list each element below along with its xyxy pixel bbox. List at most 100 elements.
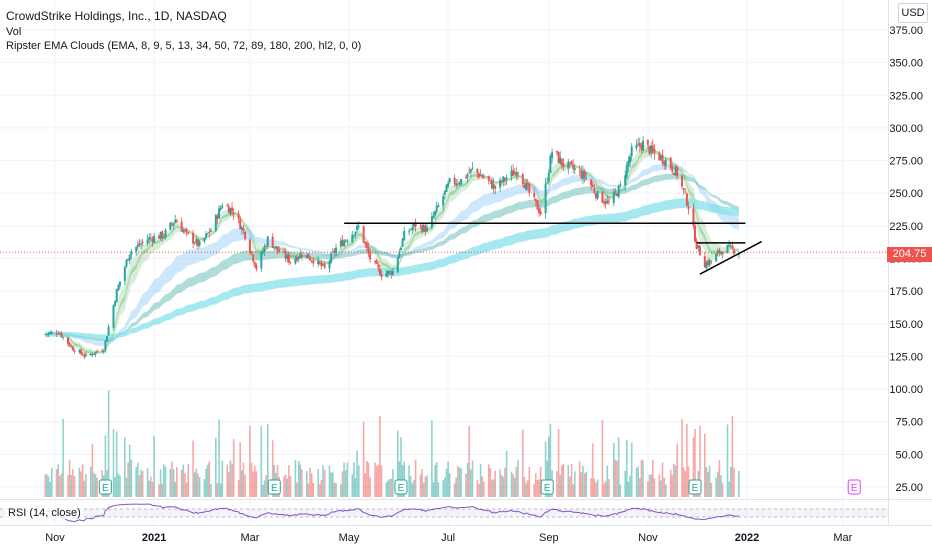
volume-bar (476, 479, 479, 497)
candle-body (562, 163, 565, 167)
candle (651, 139, 654, 155)
candle (478, 172, 480, 180)
candle-body (596, 191, 599, 199)
candle (465, 174, 467, 180)
candle-body (45, 334, 48, 335)
volume-bar (400, 437, 402, 497)
volume-bar (163, 464, 165, 497)
volume-bar (593, 478, 596, 497)
candle-body (648, 146, 651, 154)
candle-body (341, 239, 344, 246)
candle (335, 243, 337, 257)
candle-body (362, 226, 365, 243)
candle-body (630, 146, 633, 157)
candle-body (283, 251, 285, 253)
candle-body (136, 244, 139, 247)
volume-bar (562, 463, 565, 497)
candle (117, 283, 120, 291)
candle-body (164, 229, 167, 238)
volume-bar (215, 437, 217, 497)
volume-bar (89, 467, 92, 497)
candle-body (585, 177, 588, 179)
candle-body (171, 223, 173, 225)
candle-body (344, 240, 347, 242)
volume-bar (226, 464, 228, 497)
candle (674, 164, 677, 177)
candle-body (721, 253, 724, 255)
candle (265, 244, 268, 248)
volume-bar (731, 415, 734, 497)
candle (310, 259, 313, 264)
candle (612, 188, 615, 207)
candle (387, 270, 389, 278)
volume-bar (385, 482, 388, 497)
candle-body (403, 231, 406, 241)
y-tick-label: 300.00 (889, 123, 923, 135)
volume-bar (309, 467, 311, 497)
candle (114, 300, 117, 308)
y-tick-label: 25.00 (895, 482, 923, 494)
volume-bar (117, 473, 120, 497)
volume-bar (229, 460, 232, 497)
candle-body (616, 193, 618, 196)
volume-bar (652, 459, 654, 497)
volume-bar (195, 468, 198, 497)
candle-body (614, 191, 617, 192)
candle (721, 251, 724, 259)
candle-body (180, 221, 183, 232)
candle (232, 208, 235, 221)
volume-bar (124, 437, 126, 497)
candle (715, 252, 718, 262)
volume-bar (421, 469, 423, 497)
volume-bar (559, 474, 561, 497)
candle (68, 341, 71, 347)
candle (112, 304, 115, 330)
volume-bar (408, 465, 410, 497)
candle (468, 166, 471, 174)
candle-body (400, 247, 402, 250)
volume-bar (608, 479, 610, 497)
volume-bar (306, 471, 308, 497)
candle (244, 231, 247, 241)
volume-bar (730, 467, 732, 497)
candle (161, 230, 164, 242)
candle (594, 192, 597, 201)
candle-body (80, 349, 82, 354)
currency-button[interactable]: USD (898, 3, 928, 23)
candle (624, 170, 627, 192)
candle-body (465, 177, 467, 178)
candle (466, 172, 469, 184)
candle-body (375, 260, 378, 264)
candle (388, 270, 391, 276)
candle (659, 154, 662, 161)
volume-bar (210, 484, 212, 497)
candle (196, 238, 199, 250)
candle-body (409, 229, 412, 231)
candle (184, 229, 186, 234)
candle (692, 203, 695, 230)
candle (80, 348, 82, 356)
volume-bar (70, 474, 72, 497)
candle (107, 323, 110, 336)
candle (354, 231, 357, 239)
volume-bar (448, 473, 451, 497)
candle-body (346, 240, 349, 242)
volume-bar (374, 462, 376, 497)
y-tick-label: 250.00 (889, 188, 923, 200)
volume-bar (260, 425, 263, 497)
candle-body (591, 184, 594, 187)
candle-body (203, 238, 206, 242)
candle (62, 336, 65, 341)
candle-body (453, 177, 456, 184)
candle (71, 345, 74, 351)
candle-body (580, 171, 583, 178)
candle (49, 330, 52, 335)
candle-body (492, 184, 495, 189)
candle-body (101, 351, 104, 352)
candle-body (357, 226, 360, 227)
candle-body (317, 260, 320, 265)
candle-body (432, 215, 435, 218)
volume-bar (221, 460, 224, 497)
candle-body (248, 239, 251, 253)
